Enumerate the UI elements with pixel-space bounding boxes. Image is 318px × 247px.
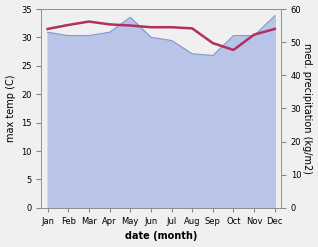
- X-axis label: date (month): date (month): [125, 231, 197, 242]
- Y-axis label: med. precipitation (kg/m2): med. precipitation (kg/m2): [302, 43, 313, 174]
- Y-axis label: max temp (C): max temp (C): [5, 75, 16, 142]
